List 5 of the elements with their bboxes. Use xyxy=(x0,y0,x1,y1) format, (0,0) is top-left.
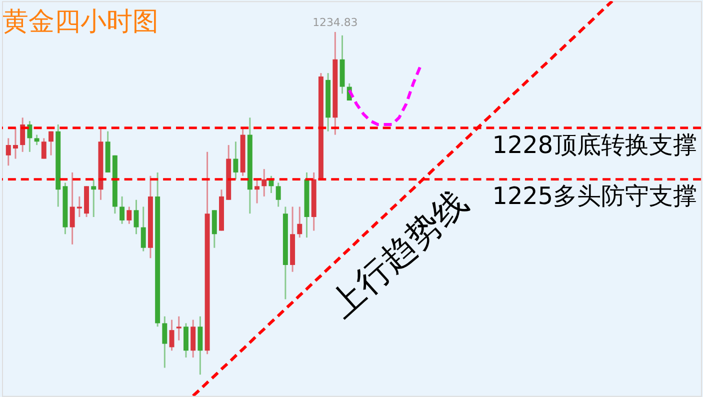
annotation: 上行趋势线 xyxy=(322,182,475,325)
chart-title: 黄金四小时图 xyxy=(2,6,159,37)
ref-line-label: 1228顶底转换支撑 xyxy=(492,130,698,159)
annotation: 1234.83 xyxy=(312,16,358,29)
ref-line-label: 1225多头防守支撑 xyxy=(492,182,698,210)
